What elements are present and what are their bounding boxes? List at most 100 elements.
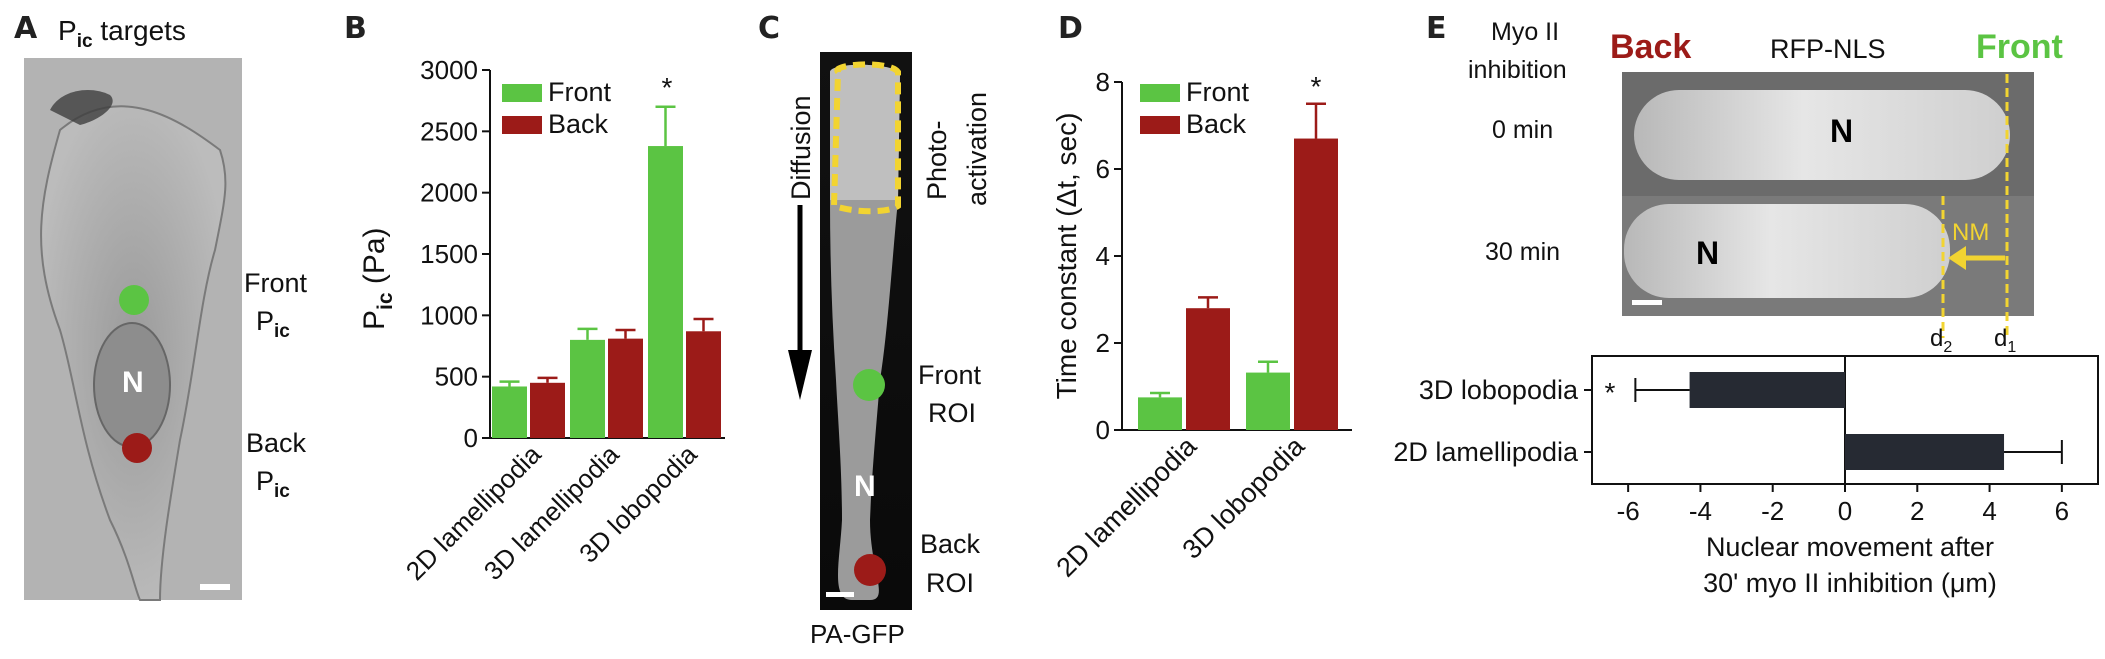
chart-e-x-tick-label: 4 bbox=[1982, 496, 1996, 526]
chart-b-y-label: Pic (Pa) bbox=[358, 227, 397, 330]
chart-d-legend-swatch-1 bbox=[1140, 116, 1180, 134]
chart-e-x-tick-label: -6 bbox=[1617, 496, 1640, 526]
panel-e-time-0: 0 min bbox=[1492, 116, 1553, 144]
panel-a-front-pic: Pic bbox=[256, 306, 290, 342]
panel-c-photo-label-2: activation bbox=[962, 92, 992, 206]
diffusion-arrow-head bbox=[788, 350, 812, 400]
panel-c-caption: PA-GFP bbox=[810, 619, 905, 649]
chart-e-x-label-1: Nuclear movement after bbox=[1706, 532, 1994, 562]
chart-e-significance-star: * bbox=[1605, 377, 1616, 408]
panel-c-photo-label-1: Photo- bbox=[922, 120, 952, 200]
panel-e-letter: E bbox=[1426, 11, 1447, 46]
chart-d-legend-swatch-0 bbox=[1140, 84, 1180, 102]
chart-b-y-label-main: P bbox=[358, 310, 391, 330]
panel-e-time-30: 30 min bbox=[1485, 238, 1560, 266]
chart-e-category-label: 2D lamellipodia bbox=[1393, 437, 1579, 467]
panel-e-back-label: Back bbox=[1610, 28, 1691, 66]
chart-e-bar bbox=[1845, 434, 2005, 470]
chart-e-category-label: 3D lobopodia bbox=[1419, 375, 1579, 405]
panel-e-myo-label-2: inhibition bbox=[1468, 56, 1567, 84]
chart-b-bar-front bbox=[492, 386, 527, 438]
panel-a-title: Pic targets bbox=[58, 15, 186, 52]
panel-a-nucleus-label: N bbox=[122, 366, 144, 399]
panel-c-nucleus-label: N bbox=[854, 470, 876, 503]
chart-b-legend-label-0: Front bbox=[548, 77, 612, 107]
chart-e-x-tick-label: -2 bbox=[1761, 496, 1784, 526]
panel-e-rfp-label: RFP-NLS bbox=[1770, 34, 1886, 64]
chart-d-significance-star: * bbox=[1311, 71, 1322, 102]
photoactivated-region bbox=[830, 64, 900, 200]
chart-b-y-tick-label: 2000 bbox=[420, 178, 478, 208]
chart-d-y-tick-label: 0 bbox=[1096, 415, 1110, 445]
chart-e-bar bbox=[1689, 372, 1845, 408]
chart-e-x-tick-label: 2 bbox=[1910, 496, 1924, 526]
panel-c-diffusion-label: Diffusion bbox=[786, 95, 816, 200]
chart-d-y-tick-label: 6 bbox=[1096, 154, 1110, 184]
panel-e-myo-label-1: Myo II bbox=[1491, 18, 1559, 46]
panel-b-letter: B bbox=[344, 11, 367, 46]
scale-bar-a bbox=[200, 584, 230, 590]
chart-d-legend-label-0: Front bbox=[1186, 77, 1250, 107]
chart-d-legend-label-1: Back bbox=[1186, 109, 1247, 139]
panel-a-back-pic: Pic bbox=[256, 466, 290, 502]
chart-b-category-label: 3D lamellipodia bbox=[478, 439, 625, 586]
panel-a-title-sub: ic bbox=[77, 31, 93, 52]
panel-e-d2-label: d2 bbox=[1930, 325, 1952, 356]
chart-d-y-label: Time constant (Δt, sec) bbox=[1051, 113, 1082, 400]
chart-b-y-tick-label: 0 bbox=[464, 423, 478, 453]
chart-b-bar-back bbox=[608, 338, 643, 438]
chart-b-bar-back bbox=[530, 382, 565, 438]
chart-b-bar-back bbox=[686, 331, 721, 438]
chart-e-x-tick-label: 6 bbox=[2055, 496, 2069, 526]
panel-b: B 0 500 1000 1500 2000 2500 3000 2D lamellipodi… bbox=[344, 11, 725, 586]
nucleus-0min bbox=[1634, 90, 2010, 180]
panel-e-nucleus-0min: N bbox=[1830, 113, 1853, 149]
chart-b-legend-swatch-0 bbox=[502, 84, 542, 102]
chart-d-bar-back bbox=[1186, 308, 1230, 430]
chart-b-category-label: 2D lamellipodia bbox=[400, 439, 547, 586]
scale-bar-e bbox=[1632, 300, 1662, 305]
chart-e-x-label-2: 30' myo II inhibition (μm) bbox=[1703, 568, 1997, 598]
panel-a-title-main: P bbox=[58, 15, 77, 46]
panel-a-back-label: Back bbox=[246, 428, 307, 458]
panel-d-letter: D bbox=[1058, 11, 1083, 46]
chart-b: 0 500 1000 1500 2000 2500 3000 2D lamellipodia3… bbox=[358, 55, 725, 586]
chart-b-y-tick-label: 1500 bbox=[420, 239, 478, 269]
chart-b-y-tick-label: 500 bbox=[435, 362, 478, 392]
panel-a-title-rest: targets bbox=[93, 15, 186, 46]
chart-b-y-tick-label: 1000 bbox=[420, 300, 478, 330]
chart-b-y-tick-label: 2500 bbox=[420, 116, 478, 146]
panel-c: C N Diffusion Photo- activation Front RO… bbox=[758, 11, 992, 649]
back-pic-dot bbox=[122, 433, 152, 463]
chart-b-bar-front bbox=[570, 339, 605, 438]
chart-b-legend-label-1: Back bbox=[548, 109, 609, 139]
chart-e-x-tick-label: 0 bbox=[1838, 496, 1852, 526]
panel-c-front-label-1: Front bbox=[918, 360, 982, 390]
chart-d-category-label: 2D lamellipodia bbox=[1050, 430, 1202, 582]
front-roi-dot bbox=[853, 369, 885, 401]
nm-arrow-head bbox=[1948, 246, 1966, 270]
chart-d-y-tick-label: 4 bbox=[1096, 241, 1110, 271]
chart-d-bar-front bbox=[1246, 372, 1290, 430]
panel-a: A Pic targets N Front Pic Back Pic bbox=[14, 11, 308, 601]
chart-d-y-tick-label: 2 bbox=[1096, 328, 1110, 358]
panel-e-nucleus-30min: N bbox=[1696, 235, 1719, 271]
chart-e: -6 -4 -2 0 2 4 6 3D lobopodia 2D lamellipodia * Nu… bbox=[1393, 355, 2099, 598]
chart-b-legend-swatch-1 bbox=[502, 116, 542, 134]
chart-b-y-label-rest: (Pa) bbox=[358, 227, 391, 292]
chart-d-bar-front bbox=[1138, 397, 1182, 430]
chart-b-y-label-sub: ic bbox=[374, 292, 397, 310]
chart-b-bar-front bbox=[648, 146, 683, 438]
back-roi-dot bbox=[854, 554, 886, 586]
panel-a-front-label: Front bbox=[244, 268, 308, 298]
panel-c-front-label-2: ROI bbox=[928, 398, 976, 428]
chart-b-y-tick-label: 3000 bbox=[420, 55, 478, 85]
panel-c-back-label-2: ROI bbox=[926, 568, 974, 598]
panel-a-letter: A bbox=[14, 11, 38, 46]
scale-bar-c bbox=[826, 592, 854, 597]
chart-b-significance-star: * bbox=[662, 72, 673, 103]
panel-c-letter: C bbox=[758, 11, 780, 46]
